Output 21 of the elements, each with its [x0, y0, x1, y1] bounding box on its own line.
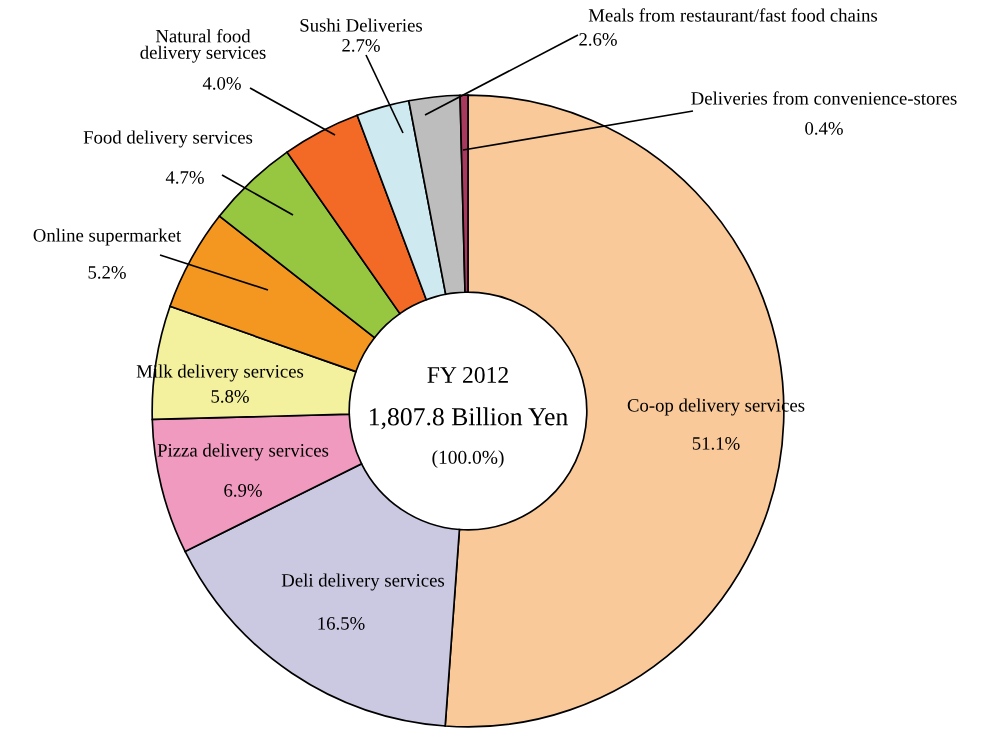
slice-label: Meals from restaurant/fast food chains — [588, 8, 878, 22]
slice-label: Sushi Deliveries — [300, 18, 423, 32]
slice-label: Deliveries from convenience-stores — [691, 91, 957, 105]
data-label: 16.5% — [318, 617, 365, 630]
data-label: 0.4% — [805, 122, 843, 135]
data-label: 5.8% — [211, 390, 249, 403]
slice-label: Online supermarket — [33, 228, 182, 246]
text: 1,807.8 Billion Yen — [369, 407, 568, 430]
data-label: 51.1% — [692, 437, 740, 450]
data-label: 5.2% — [88, 266, 126, 279]
text: (100.0%) — [432, 450, 504, 468]
data-label: 4.7% — [165, 171, 204, 184]
data-label: 2.6% — [579, 33, 617, 46]
text: FY 2012 — [427, 366, 508, 383]
slice-label: Natural food delivery services — [140, 29, 266, 63]
slice-label: Pizza delivery services — [157, 443, 329, 461]
slice-label: Deli delivery services — [281, 573, 445, 591]
data-label: 2.7% — [342, 39, 380, 52]
slice-label: Food delivery services — [83, 130, 253, 148]
data-label: 6.9% — [224, 484, 262, 497]
data-label: 4.0% — [202, 77, 241, 90]
